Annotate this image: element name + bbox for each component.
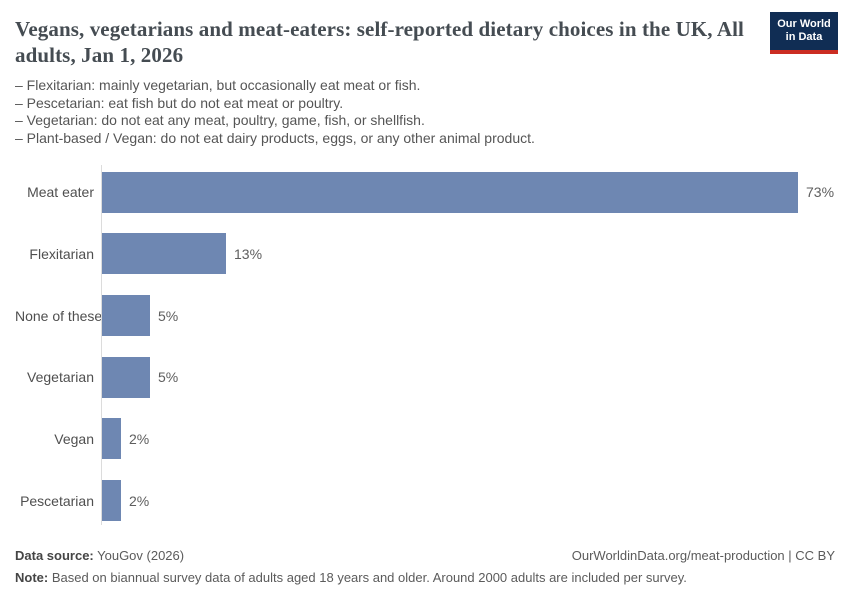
chart-row: Vegetarian 5% — [15, 346, 835, 408]
bar[interactable] — [102, 295, 150, 337]
bar[interactable] — [102, 171, 798, 213]
value-label: 5% — [158, 307, 179, 324]
category-label: Meat eater — [27, 184, 94, 201]
value-label: 73% — [806, 184, 835, 201]
value-label: 2% — [129, 430, 150, 447]
y-axis-line — [101, 165, 102, 525]
subtitle-line-vegan: – Plant-based / Vegan: do not eat dairy … — [15, 129, 535, 146]
note-value: Based on biannual survey data of adults … — [48, 570, 687, 585]
bar-area: 5% — [102, 356, 835, 398]
bar[interactable] — [102, 233, 226, 275]
bar-area: 73% — [102, 171, 835, 213]
note-label: Note: — [15, 570, 49, 585]
chart-footer: Data source: YouGov (2026) OurWorldinDat… — [15, 548, 835, 586]
bar-area: 5% — [102, 295, 835, 337]
bar[interactable] — [102, 356, 150, 398]
category-label: Vegan — [54, 430, 94, 447]
chart-row: Flexitarian 13% — [15, 223, 835, 285]
footer-source-row: Data source: YouGov (2026) OurWorldinDat… — [15, 548, 835, 564]
category-label: Flexitarian — [29, 245, 94, 262]
bar-area: 2% — [102, 418, 835, 460]
owid-logo-line1: Our World — [777, 18, 831, 30]
bar[interactable] — [102, 418, 121, 460]
data-source: Data source: YouGov (2026) — [15, 548, 184, 564]
bar[interactable] — [102, 480, 121, 522]
data-source-value: YouGov (2026) — [93, 548, 185, 563]
bar-area: 13% — [102, 233, 835, 275]
bar-rows: Meat eater 73% Flexitarian 13% None of t… — [15, 161, 835, 531]
chart-row: Pescetarian 2% — [15, 470, 835, 532]
value-label: 2% — [129, 492, 150, 509]
owid-logo-line2: in Data — [785, 31, 823, 43]
owid-url-link[interactable]: OurWorldinData.org/meat-production | CC … — [571, 548, 835, 563]
chart-title: Vegans, vegetarians and meat-eaters: sel… — [15, 17, 744, 67]
subtitle-line-flexitarian: – Flexitarian: mainly vegetarian, but oc… — [15, 77, 421, 93]
chart-header: Vegans, vegetarians and meat-eaters: sel… — [0, 0, 850, 147]
value-label: 5% — [158, 369, 179, 386]
chart-row: Vegan 2% — [15, 408, 835, 470]
owid-logo[interactable]: Our World in Data — [770, 12, 838, 54]
chart-row: None of these 5% — [15, 285, 835, 347]
category-label: Vegetarian — [27, 369, 94, 386]
chart-row: Meat eater 73% — [15, 161, 835, 223]
chart-subtitle: – Flexitarian: mainly vegetarian, but oc… — [15, 77, 835, 147]
footer-note-row: Note: Based on biannual survey data of a… — [15, 570, 835, 586]
bar-area: 2% — [102, 480, 835, 522]
data-source-label: Data source: — [15, 548, 94, 563]
subtitle-line-vegetarian: – Vegetarian: do not eat any meat, poult… — [15, 112, 425, 129]
subtitle-line-pescetarian: – Pescetarian: eat fish but do not eat m… — [15, 94, 344, 111]
category-label: Pescetarian — [20, 492, 94, 509]
value-label: 13% — [234, 245, 263, 262]
bar-chart: Meat eater 73% Flexitarian 13% None of t… — [15, 161, 835, 531]
category-label: None of these — [15, 307, 103, 324]
